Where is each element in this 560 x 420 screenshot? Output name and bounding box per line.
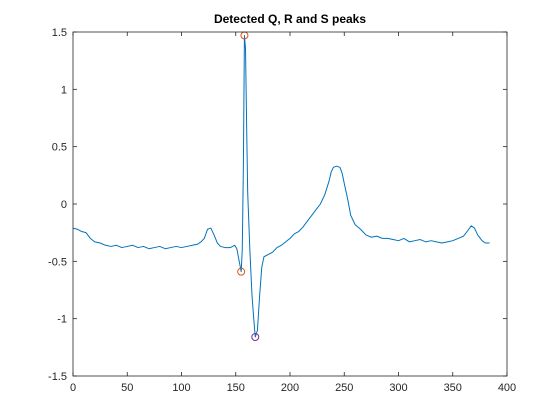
x-tick-label: 0 <box>70 382 76 394</box>
x-tick-label: 200 <box>281 382 299 394</box>
peak-marker-2 <box>251 333 260 342</box>
y-tick-label: -1.5 <box>48 371 67 383</box>
y-axis: -1.5 -1 -0.5 0 0.5 1 1.5 <box>48 27 507 383</box>
plot-area <box>73 32 507 376</box>
y-tick-label: 1.5 <box>52 27 67 39</box>
chart-title: Detected Q, R and S peaks <box>214 12 366 26</box>
series-layer <box>72 34 490 338</box>
y-tick-label: 0 <box>61 199 67 211</box>
x-tick-label: 150 <box>227 382 245 394</box>
y-tick-label: 0.5 <box>52 142 67 154</box>
series-line-0 <box>72 34 490 338</box>
x-tick-label: 350 <box>444 382 462 394</box>
y-tick-label: 1 <box>61 84 67 96</box>
x-tick-label: 100 <box>172 382 190 394</box>
x-tick-label: 300 <box>389 382 407 394</box>
x-tick-label: 50 <box>121 382 133 394</box>
x-axis: 0 50 100 150 200 250 300 350 400 <box>70 32 516 394</box>
peak-marker-0 <box>237 267 246 276</box>
x-tick-label: 250 <box>335 382 353 394</box>
x-tick-label: 400 <box>498 382 516 394</box>
y-tick-label: -0.5 <box>48 256 67 268</box>
y-tick-label: -1 <box>57 314 67 326</box>
